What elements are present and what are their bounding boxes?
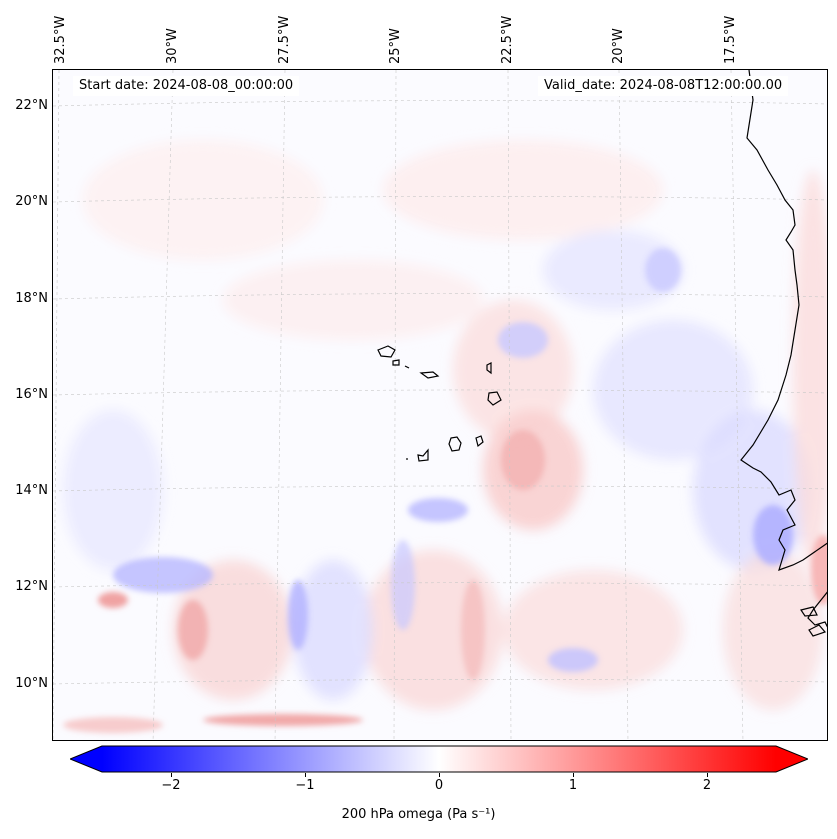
cb-tickmark-2 xyxy=(707,773,708,777)
colorbar-extend-low xyxy=(70,746,102,772)
cb-tickmark-neg2 xyxy=(171,773,172,777)
cb-tickmark-1 xyxy=(573,773,574,777)
field-strong-features xyxy=(63,248,827,733)
omega-field-map xyxy=(53,70,827,740)
colorbar-label: 200 hPa omega (Pa s⁻¹) xyxy=(341,807,496,822)
lat-label-16n: 16°N xyxy=(15,387,48,402)
cb-tickmark-0 xyxy=(439,773,440,777)
cape-verde-islands xyxy=(377,345,502,462)
lon-label-25w: 25°W xyxy=(388,28,403,64)
cb-tick-neg1: −1 xyxy=(295,778,315,793)
colorbar-gradient xyxy=(102,746,776,772)
colorbar-extend-high xyxy=(776,746,808,772)
map-frame xyxy=(52,69,828,741)
lat-label-22n: 22°N xyxy=(15,98,48,113)
lon-label-22-5w: 22.5°W xyxy=(500,15,515,64)
lon-label-20w: 20°W xyxy=(611,28,626,64)
start-date-label: Start date: 2024-08-08_00:00:00 xyxy=(73,76,300,96)
african-coastline xyxy=(740,70,827,571)
gridlines xyxy=(53,70,827,740)
lat-label-20n: 20°N xyxy=(15,194,48,209)
cb-tick-1: 1 xyxy=(568,778,578,793)
lat-label-18n: 18°N xyxy=(15,291,48,306)
coastline-south xyxy=(800,591,827,637)
valid-date-label: Valid_date: 2024-08-08T12:00:00.00 xyxy=(538,76,789,96)
lon-label-30w: 30°W xyxy=(165,28,180,64)
colorbar-outline xyxy=(70,745,808,773)
lon-label-32-5w: 32.5°W xyxy=(53,15,68,64)
colorbar xyxy=(70,745,808,773)
lat-label-14n: 14°N xyxy=(15,483,48,498)
cb-tick-neg2: −2 xyxy=(161,778,181,793)
cb-tick-0: 0 xyxy=(434,778,444,793)
lat-label-10n: 10°N xyxy=(15,676,48,691)
cb-tickmark-neg1 xyxy=(305,773,306,777)
lon-label-27-5w: 27.5°W xyxy=(277,15,292,64)
lat-label-12n: 12°N xyxy=(15,579,48,594)
cb-tick-2: 2 xyxy=(702,778,712,793)
lon-label-17-5w: 17.5°W xyxy=(723,15,738,64)
